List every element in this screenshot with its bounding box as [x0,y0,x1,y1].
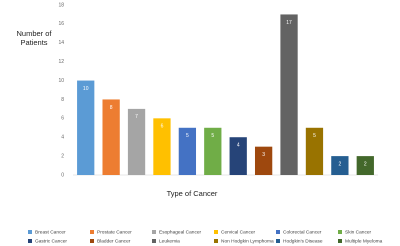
y-tick-label: 6 [61,116,64,122]
legend-swatch [152,230,156,234]
value-label: 5 [313,133,316,139]
y-tick-label: 10 [58,78,64,84]
value-label: 4 [237,143,240,149]
legend-swatch [276,230,280,234]
bar [305,127,324,175]
value-label: 5 [211,133,214,139]
bar [331,156,349,175]
y-tick-label: 14 [58,40,64,46]
legend-swatch [214,239,218,243]
legend-label: Skin Cancer [345,229,372,235]
legend-label: Multiple Myeloma [345,238,383,244]
value-label: 17 [286,20,292,26]
legend-swatch [152,239,156,243]
y-axis-title: Number of Patients [16,29,52,47]
value-label: 10 [83,86,89,92]
y-tick-label: 18 [58,2,64,8]
y-tick-label: 2 [61,153,64,159]
bar [229,137,247,175]
y-tick-label: 16 [58,21,64,27]
value-label: 6 [161,124,164,130]
bar [204,127,222,175]
value-label: 5 [186,133,189,139]
legend-swatch [28,230,32,234]
legend-label: Non Hodgkin Lymphoma [221,238,274,244]
bar [153,118,171,175]
value-label: 8 [110,105,113,111]
value-label: 7 [135,114,138,120]
legend-label: Gastric Cancer [35,238,67,244]
y-tick-label: 8 [61,97,64,103]
legend-swatch [28,239,32,243]
y-tick-label: 0 [61,172,64,178]
legend-label: Prostate Cancer [97,229,132,235]
value-label: 2 [338,161,341,167]
bar [356,156,374,175]
legend-label: Esophageal Cancer [159,229,202,235]
legend-label: Leukemia [159,238,180,244]
value-label: 3 [262,152,265,158]
legend-swatch [214,230,218,234]
legend-swatch [90,239,94,243]
legend-label: Bladder Cancer [97,238,131,244]
bar [178,127,197,175]
bar [127,108,146,175]
bar [77,80,95,175]
legend-label: Breast Cancer [35,229,66,235]
legend-swatch [276,239,280,243]
x-axis-title: Type of Cancer [167,189,218,198]
y-tick-label: 12 [58,59,64,65]
legend-swatch [90,230,94,234]
legend-swatch [338,239,342,243]
legend-swatch [338,230,342,234]
legend-label: Colorectal Cancer [283,229,322,235]
legend-label: Hodgkin's Disease [283,238,323,244]
bar [254,146,273,175]
value-label: 2 [364,161,367,167]
bar [280,14,298,176]
y-tick-label: 4 [61,135,64,141]
bar [102,99,120,175]
legend-label: Cervical Cancer [221,229,256,235]
